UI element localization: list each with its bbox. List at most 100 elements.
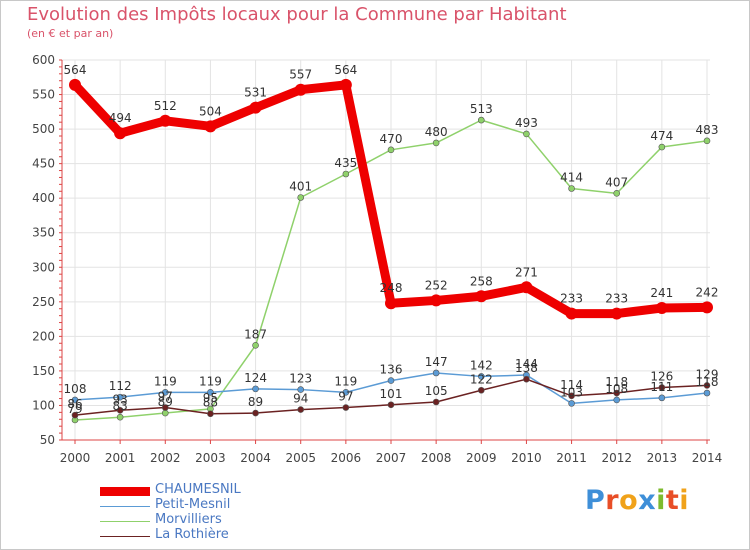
data-point (204, 120, 217, 133)
logo-letter: i (679, 485, 690, 516)
data-point (432, 369, 440, 377)
data-label: 97 (158, 390, 173, 404)
x-tick-label: 2006 (331, 451, 362, 465)
data-point (116, 406, 124, 414)
data-point (658, 394, 666, 402)
data-point (568, 400, 575, 407)
data-point (477, 386, 485, 394)
data-label: 493 (515, 116, 538, 130)
data-label: 105 (425, 384, 448, 398)
x-tick-label: 2007 (376, 451, 407, 465)
y-tick-label: 550 (32, 88, 55, 102)
data-label: 252 (425, 278, 448, 292)
y-tick-label: 500 (32, 122, 55, 136)
data-label: 119 (199, 374, 222, 388)
legend-swatch (100, 536, 150, 537)
data-point (703, 382, 711, 389)
proxiti-logo: Proxiti (585, 485, 689, 516)
data-label: 89 (248, 395, 263, 409)
data-point (477, 373, 485, 380)
data-label: 101 (380, 387, 403, 401)
data-point (703, 137, 711, 145)
data-point (69, 78, 81, 91)
data-label: 112 (109, 379, 132, 393)
data-label: 242 (696, 285, 719, 299)
data-point (114, 127, 127, 140)
data-label: 144 (515, 357, 538, 371)
data-point (613, 396, 621, 404)
data-label: 114 (560, 378, 583, 392)
data-label: 89 (158, 395, 173, 409)
data-label: 119 (334, 374, 357, 388)
data-label: 142 (470, 358, 493, 372)
data-point (658, 384, 666, 391)
legend-swatch (100, 521, 150, 522)
data-label: 513 (470, 102, 493, 116)
data-label: 531 (244, 86, 267, 100)
data-label: 564 (64, 63, 87, 77)
x-tick-label: 2008 (421, 451, 452, 465)
data-label: 79 (67, 402, 82, 416)
data-point (161, 409, 169, 417)
data-label: 118 (605, 375, 628, 389)
data-point (568, 392, 575, 400)
data-label: 512 (154, 99, 177, 113)
data-label: 494 (109, 111, 132, 125)
data-label: 248 (380, 281, 403, 295)
x-tick-label: 2013 (647, 451, 678, 465)
data-point (116, 413, 124, 421)
data-point (342, 404, 350, 411)
legend-label: Petit-Mesnil (155, 497, 231, 512)
data-label: 147 (425, 355, 448, 369)
data-point (249, 101, 262, 114)
data-label: 241 (650, 286, 673, 300)
data-label: 435 (334, 156, 357, 170)
data-point (520, 281, 533, 294)
data-label: 136 (380, 363, 403, 377)
data-point (71, 411, 79, 419)
chart-title: Evolution des Impôts locaux pour la Comm… (27, 4, 567, 25)
data-label: 187 (244, 327, 267, 341)
data-point (159, 114, 172, 127)
data-point (430, 294, 443, 307)
y-tick-label: 450 (32, 157, 55, 171)
data-label: 233 (560, 292, 583, 306)
data-label: 474 (650, 129, 673, 143)
data-label: 111 (650, 380, 673, 394)
data-point (387, 146, 395, 154)
data-point (71, 396, 79, 404)
data-point (207, 389, 214, 396)
logo-letter: r (605, 485, 620, 516)
data-label: 126 (650, 369, 673, 383)
data-point (116, 393, 124, 401)
y-tick-label: 200 (32, 329, 55, 343)
data-point (342, 170, 350, 178)
data-label: 271 (515, 265, 538, 279)
data-point (387, 377, 395, 384)
x-tick-label: 2004 (240, 451, 271, 465)
data-point (252, 409, 259, 417)
data-label: 88 (203, 396, 218, 410)
data-label: 407 (605, 175, 628, 189)
y-tick-label: 350 (32, 226, 55, 240)
data-label: 483 (696, 123, 719, 137)
data-point (387, 401, 395, 409)
logo-letter: x (638, 485, 657, 516)
data-point (432, 139, 440, 147)
legend-label: La Rothière (155, 527, 229, 542)
y-tick-label: 300 (32, 260, 55, 274)
data-point (294, 83, 307, 96)
y-tick-label: 250 (32, 295, 55, 309)
legend-swatch (100, 487, 150, 496)
data-label: 83 (113, 399, 128, 413)
logo-letter: P (585, 485, 606, 516)
data-point (655, 302, 668, 315)
data-label: 118 (696, 375, 719, 389)
data-point (475, 290, 488, 303)
data-label: 564 (334, 63, 357, 77)
data-label: 138 (515, 361, 538, 375)
legend-label: CHAUMESNIL (155, 482, 241, 497)
data-label: 129 (696, 367, 719, 381)
chart-subtitle: (en € et par an) (27, 27, 114, 40)
